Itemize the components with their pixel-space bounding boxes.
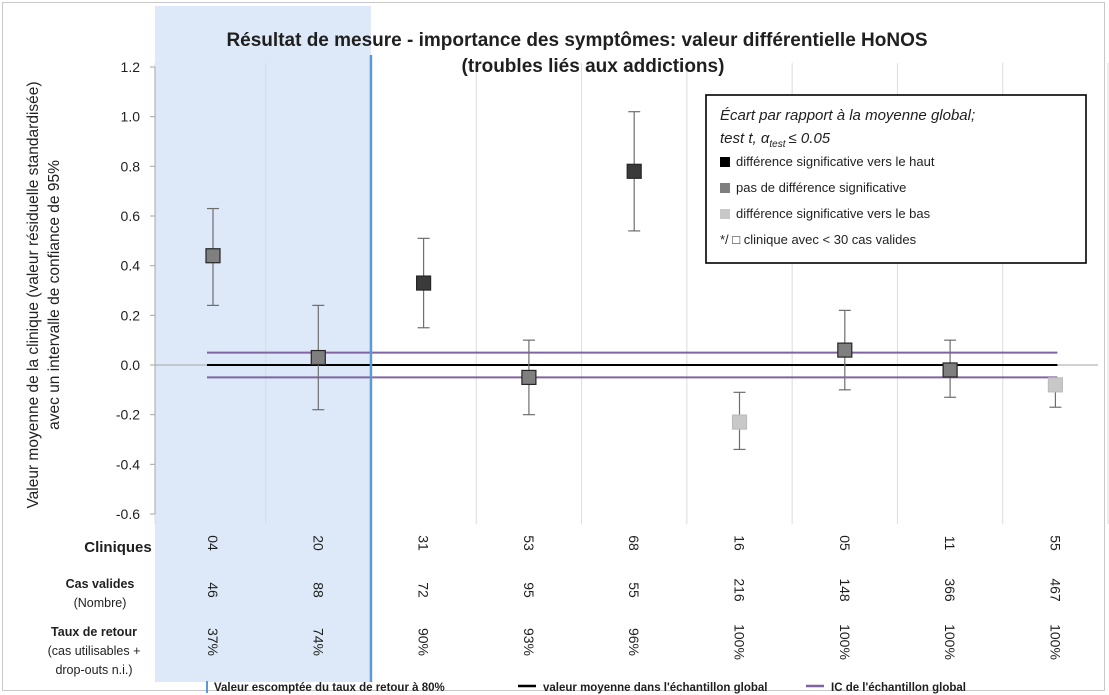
- y-tick-label: 0.8: [121, 158, 141, 174]
- clinic-code: 55: [1047, 535, 1063, 551]
- row-label-taux-retour-sub1: (cas utilisables +: [48, 644, 141, 658]
- bottom-legend-ci: IC de l'échantillon global: [831, 682, 966, 694]
- y-tick-label: -0.6: [116, 506, 140, 522]
- legend-heading-line2: test t, αtest ≤ 0.05: [720, 130, 831, 150]
- y-tick-label: 0.2: [121, 307, 141, 323]
- data-point: [1047, 377, 1064, 393]
- legend-box: Écart par rapport à la moyenne global; t…: [705, 94, 1087, 264]
- clinic-code: 68: [626, 535, 642, 551]
- y-tick-label: 1.2: [121, 59, 141, 75]
- data-point: [416, 275, 432, 291]
- legend-frame: [705, 94, 1087, 264]
- global-lines: [207, 351, 1058, 379]
- legend-item-small-clinic: */ □ clinique avec < 30 cas valides: [720, 232, 917, 247]
- y-axis-label-line1: Valeur moyenne de la clinique (valeur ré…: [25, 81, 42, 508]
- valid-cases-value: 55: [626, 582, 642, 598]
- bottom-legend-expected: Valeur escomptée du taux de retour à 80%: [214, 682, 445, 694]
- data-point: [521, 369, 537, 386]
- data-point: [626, 163, 642, 179]
- legend-item-up: différence significative vers le haut: [736, 154, 935, 169]
- y-axis: 1.2 1.0 0.8 0.6 0.4 0.2 0.0 -0.2 -0.4 -0.6: [116, 59, 156, 522]
- return-rate-value: 100%: [732, 624, 748, 660]
- clinic-code: 04: [205, 535, 221, 551]
- chart-title: Résultat de mesure - importance des symp…: [226, 30, 927, 51]
- legend-item-none: pas de différence significative: [736, 180, 906, 195]
- legend-swatch-down: [720, 209, 730, 219]
- valid-cases-value: 95: [521, 582, 537, 598]
- data-point: [837, 342, 853, 358]
- low-return-rate-shading: [155, 6, 371, 682]
- data-points: [205, 111, 1064, 451]
- data-point: [310, 349, 326, 366]
- data-point: [731, 414, 748, 430]
- row-label-cliniques: Cliniques: [84, 539, 152, 556]
- valid-cases-value: 88: [310, 582, 326, 598]
- valid-cases-value: 366: [942, 578, 958, 602]
- y-tick-label: 0.0: [121, 357, 141, 373]
- row-label-taux-retour: Taux de retour: [51, 625, 137, 639]
- valid-cases-value: 46: [205, 582, 221, 598]
- data-point: [942, 362, 958, 378]
- y-tick-label: 1.0: [121, 109, 141, 125]
- legend-item-down: différence significative vers le bas: [736, 206, 931, 221]
- row-label-taux-retour-sub2: drop-outs n.i.): [55, 663, 132, 677]
- clinic-code: 05: [837, 535, 853, 551]
- clinic-table: 04 46 37% 20 88 74% 31 72 90% 53 95 93% 68 55 96% 16 216…: [205, 535, 1063, 660]
- return-rate-value: 100%: [837, 624, 853, 660]
- valid-cases-value: 467: [1047, 578, 1063, 602]
- y-tick-label: 0.6: [121, 208, 141, 224]
- clinic-code: 11: [942, 536, 958, 551]
- clinic-code: 20: [310, 535, 326, 551]
- return-rate-value: 93%: [521, 628, 537, 656]
- legend-swatch-none: [720, 183, 730, 193]
- y-tick-label: 0.4: [121, 258, 141, 274]
- return-rate-value: 96%: [626, 628, 642, 656]
- legend-swatch-up: [720, 157, 730, 167]
- return-rate-value: 37%: [205, 628, 221, 656]
- y-tick-label: -0.4: [116, 456, 140, 472]
- row-label-cas-valides-sub: (Nombre): [74, 596, 127, 610]
- y-tick-label: -0.2: [116, 407, 140, 423]
- return-rate-value: 90%: [416, 628, 432, 656]
- chart-subtitle: (troubles liés aux addictions): [462, 56, 725, 77]
- legend-heading-line1: Écart par rapport à la moyenne global;: [720, 107, 975, 124]
- data-point: [205, 248, 221, 264]
- bottom-legend: Valeur escomptée du taux de retour à 80%…: [206, 681, 966, 694]
- y-axis-label-line2: avec un intervalle de confiance de 95%: [46, 160, 63, 430]
- clinic-code: 53: [521, 535, 537, 551]
- return-rate-value: 100%: [942, 624, 958, 660]
- return-rate-value: 100%: [1047, 624, 1063, 660]
- valid-cases-value: 148: [837, 578, 853, 602]
- clinic-code: 16: [732, 535, 748, 551]
- return-rate-value: 74%: [310, 628, 326, 656]
- bottom-legend-mean: valeur moyenne dans l'échantillon global: [543, 682, 767, 694]
- clinic-code: 31: [416, 535, 432, 551]
- valid-cases-value: 216: [732, 578, 748, 602]
- valid-cases-value: 72: [416, 582, 432, 598]
- row-label-cas-valides: Cas valides: [66, 577, 135, 591]
